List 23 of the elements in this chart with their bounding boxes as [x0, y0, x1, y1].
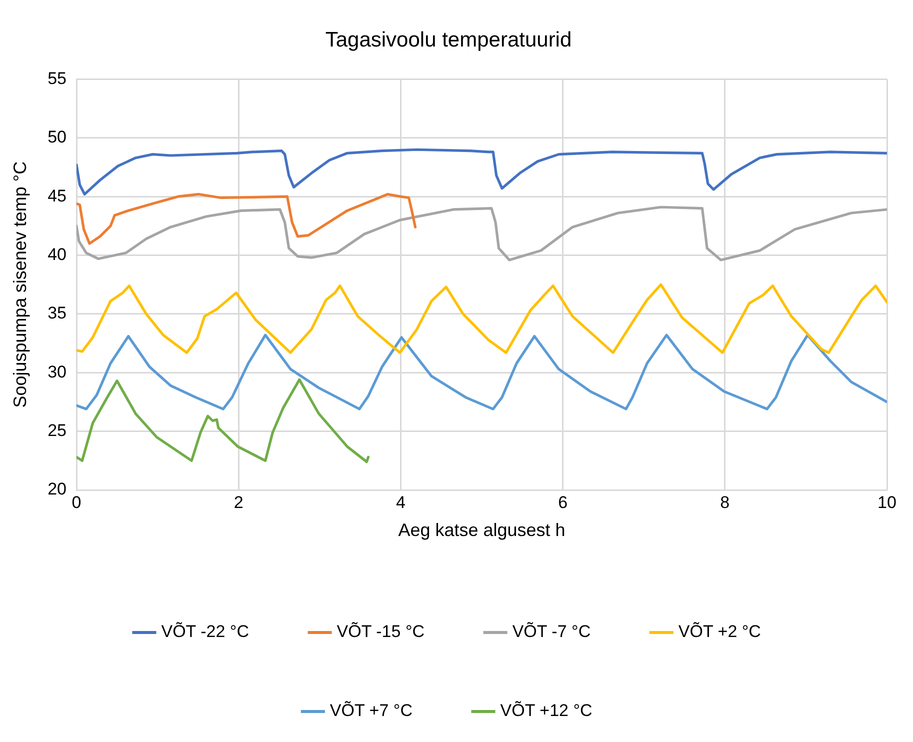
chart-title: Tagasivoolu temperatuurid: [325, 28, 572, 52]
y-tick-label: 40: [48, 244, 67, 264]
y-tick-label: 55: [48, 68, 67, 88]
y-tick-label: 25: [48, 421, 67, 440]
legend-label: VÕT +12 °C: [500, 701, 592, 720]
y-tick-label: 30: [48, 362, 67, 382]
legend-label: VÕT -22 °C: [161, 622, 249, 642]
x-tick-label: 6: [558, 492, 568, 512]
x-tick-label: 10: [878, 492, 896, 512]
y-tick-label: 35: [48, 304, 67, 323]
x-tick-label: 8: [720, 492, 730, 512]
y-tick-label: 50: [48, 128, 67, 147]
legend-label: VÕT +7 °C: [330, 701, 412, 720]
x-tick-label: 0: [72, 492, 82, 512]
y-tick-label: 45: [48, 186, 67, 206]
y-tick-label: 20: [48, 480, 67, 499]
x-axis-title: Aeg katse algusest h: [398, 520, 566, 540]
x-tick-label: 4: [396, 492, 406, 512]
y-axis-title: Soojuspumpa sisenev temp °C: [10, 161, 30, 408]
legend-label: VÕT -15 °C: [336, 622, 425, 642]
legend-label: VÕT -7 °C: [512, 622, 591, 642]
legend-label: VÕT +2 °C: [678, 622, 761, 642]
x-tick-label: 2: [234, 492, 244, 512]
